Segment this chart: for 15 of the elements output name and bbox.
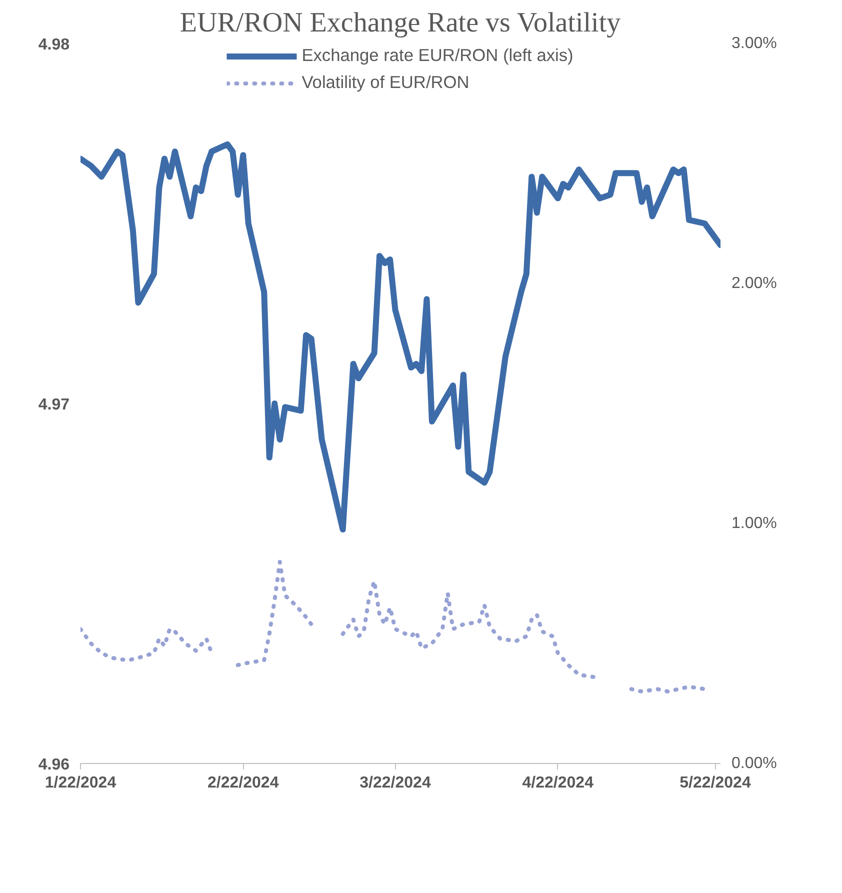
y2-tick-label: 0.00% — [732, 755, 777, 772]
y-tick-label: 4.97 — [38, 396, 70, 414]
x-tick-label: 4/22/2024 — [522, 774, 594, 792]
legend-label: Exchange rate EUR/RON (left axis) — [302, 45, 574, 66]
chart-title: EUR/RON Exchange Rate vs Volatility — [180, 8, 621, 38]
x-tick-label: 2/22/2024 — [208, 774, 279, 792]
y-tick-label: 4.96 — [38, 756, 70, 774]
x-tick-label: 5/22/2024 — [680, 774, 751, 792]
y-tick-label: 4.98 — [38, 36, 70, 54]
y2-tick-label: 2.00% — [732, 275, 777, 292]
x-tick-label: 3/22/2024 — [360, 774, 431, 792]
x-tick-label: 1/22/2024 — [44, 774, 116, 792]
y2-tick-label: 3.00% — [732, 35, 777, 52]
y2-tick-label: 1.00% — [732, 515, 777, 532]
legend-label: Volatility of EUR/RON — [302, 72, 470, 93]
